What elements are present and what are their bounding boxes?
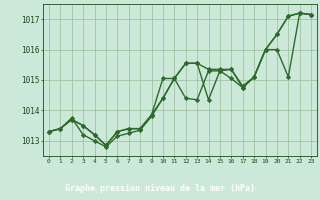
- Text: Graphe pression niveau de la mer (hPa): Graphe pression niveau de la mer (hPa): [65, 184, 255, 193]
